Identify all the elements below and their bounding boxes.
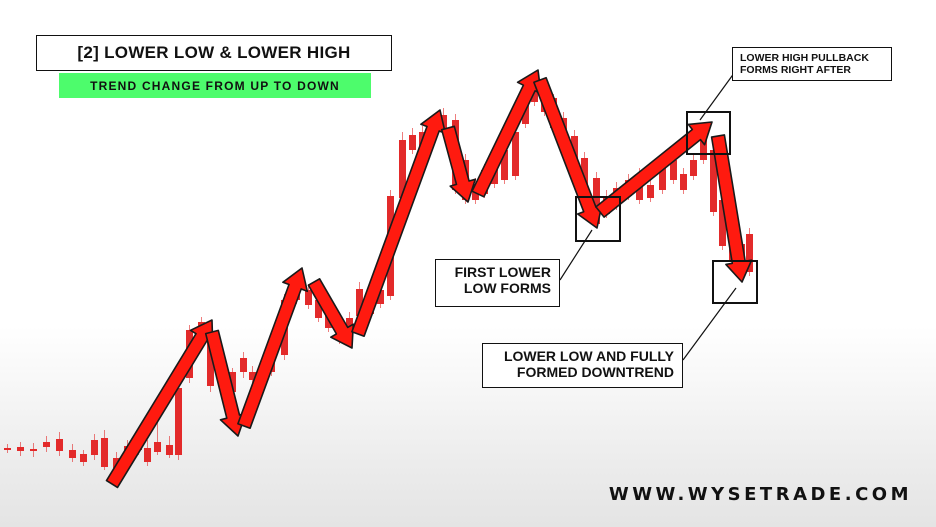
candle [144, 440, 151, 466]
candle [91, 434, 98, 460]
candle [240, 352, 247, 378]
trend-arrow [710, 134, 753, 283]
candle [43, 436, 50, 452]
candle [409, 128, 416, 154]
candle [512, 126, 519, 180]
candle [690, 154, 697, 180]
candle [710, 144, 717, 216]
candle [154, 420, 161, 455]
diagram-title: [2] LOWER LOW & LOWER HIGH [36, 35, 392, 71]
trend-arrow [105, 319, 214, 489]
candle [166, 436, 173, 458]
label-lower-low-downtrend: LOWER LOW AND FULLY FORMED DOWNTREND [482, 343, 683, 388]
candle [249, 366, 256, 384]
callout-lower-low [712, 260, 758, 304]
candle [101, 430, 108, 470]
candle [746, 228, 753, 276]
trend-arrow [595, 121, 713, 218]
candle [399, 132, 406, 202]
candle [175, 380, 182, 460]
diagram-subtitle: TREND CHANGE FROM UP TO DOWN [59, 73, 371, 98]
candle [647, 178, 654, 202]
brand-url: WWW.WYSETRADE.COM [608, 484, 912, 505]
trend-arrow [533, 76, 603, 229]
trend-arrow [307, 277, 355, 349]
pointer-lower-low [682, 287, 737, 361]
callout-lower-high [686, 111, 731, 155]
label-lower-high-pullback: LOWER HIGH PULLBACK FORMS RIGHT AFTER [732, 47, 892, 81]
candle [17, 442, 24, 456]
trend-arrow [471, 69, 542, 198]
candle [30, 443, 37, 457]
trend-arrow [351, 109, 447, 338]
trend-arrow [237, 267, 309, 430]
candle [80, 450, 87, 466]
trend-arrows [105, 69, 753, 489]
candle [4, 444, 11, 453]
callout-boxes [559, 64, 758, 361]
callout-first-lower-low [575, 196, 621, 242]
candle [56, 432, 63, 456]
label-first-lower-low: FIRST LOWER LOW FORMS [435, 259, 560, 307]
candle [69, 444, 76, 462]
candle [305, 284, 312, 309]
pointer-first-lower-low [559, 229, 593, 281]
candle [680, 168, 687, 194]
